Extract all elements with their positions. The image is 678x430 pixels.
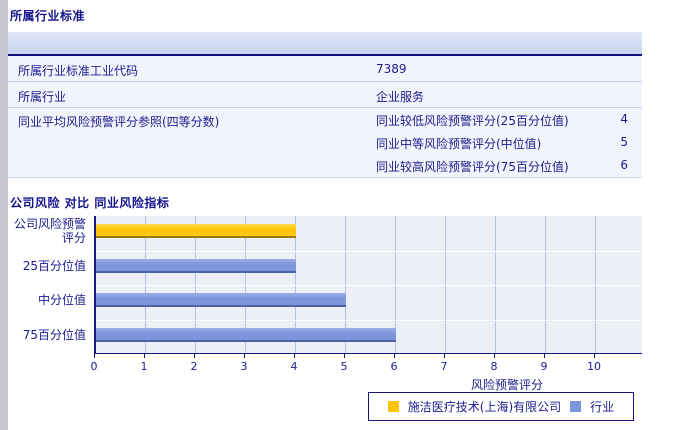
sic-code-label: 所属行业标准工业代码 <box>18 64 139 78</box>
high-score-value: 6 <box>620 158 628 172</box>
x-axis-title: 风险预警评分 <box>470 378 543 392</box>
tick-mark <box>94 354 95 358</box>
median-score-value: 5 <box>620 135 628 149</box>
section-title-industry-standard: 所属行业标准 <box>10 9 86 23</box>
gridline <box>245 216 246 353</box>
subrow-median: 同业中等风险预警评分(中位值) 5 <box>376 131 634 154</box>
subrow-low: 同业较低风险预警评分(25百分位值) 4 <box>376 108 634 131</box>
gridline <box>395 216 396 353</box>
gridline <box>595 216 596 353</box>
tick-label: 8 <box>490 360 498 373</box>
tick-label: 2 <box>190 360 198 373</box>
tick-label: 7 <box>440 360 448 373</box>
plot-area <box>94 216 642 354</box>
table-row: 同业平均风险预警评分参照(四等分数) 同业较低风险预警评分(25百分位值) 4 … <box>8 108 642 178</box>
median-score-label: 同业中等风险预警评分(中位值) <box>376 137 542 151</box>
tick-mark <box>544 354 545 358</box>
tick-label: 9 <box>540 360 548 373</box>
table-row: 所属行业 企业服务 <box>8 82 642 108</box>
tick-label: 6 <box>390 360 398 373</box>
legend-label: 行业 <box>590 400 615 414</box>
legend-label: 施洁医疗技术(上海)有限公司 <box>407 400 562 414</box>
tick-mark <box>494 354 495 358</box>
tick-mark <box>244 354 245 358</box>
legend-swatch-icon <box>387 401 399 412</box>
band-separator <box>96 251 642 252</box>
bar-industry-中分位值 <box>96 293 346 307</box>
tick-mark <box>294 354 295 358</box>
peer-score-reference-label: 同业平均风险预警评分参照(四等分数) <box>18 115 220 129</box>
tick-label: 3 <box>240 360 248 373</box>
band-separator <box>96 320 642 321</box>
gridline <box>295 216 296 353</box>
industry-standard-table: 所属行业标准工业代码 7389 所属行业 企业服务 同业平均风险预警评分参照(四… <box>8 32 642 178</box>
tick-mark <box>594 354 595 358</box>
tick-label: 5 <box>340 360 348 373</box>
tick-mark <box>444 354 445 358</box>
tick-mark <box>194 354 195 358</box>
bar-industry-75百分位值 <box>96 328 396 342</box>
band-separator <box>96 285 642 286</box>
sic-code-value: 7389 <box>376 62 407 76</box>
gridline <box>545 216 546 353</box>
industry-label: 所属行业 <box>18 90 67 104</box>
table-header-band <box>8 32 642 56</box>
industry-value: 企业服务 <box>376 90 425 104</box>
gridline <box>195 216 196 353</box>
category-label: 25百分位值 <box>22 259 86 273</box>
tick-mark <box>394 354 395 358</box>
gridline <box>495 216 496 353</box>
tick-mark <box>144 354 145 358</box>
low-score-value: 4 <box>620 112 628 126</box>
category-label: 公司风险预警 评分 <box>13 217 86 245</box>
gridline <box>145 216 146 353</box>
low-score-label: 同业较低风险预警评分(25百分位值) <box>376 114 569 128</box>
tick-label: 10 <box>587 360 601 373</box>
category-label: 75百分位值 <box>22 328 86 342</box>
high-score-label: 同业较高风险预警评分(75百分位值) <box>376 160 569 174</box>
table-row: 所属行业标准工业代码 7389 <box>8 56 642 82</box>
peer-score-subrows: 同业较低风险预警评分(25百分位值) 4 同业中等风险预警评分(中位值) 5 同… <box>376 108 634 177</box>
category-label: 中分位值 <box>37 293 86 307</box>
risk-comparison-chart: 公司风险预警 评分 25百分位值中分位值 75百分位值 0 1 2 3 4 5 6 7 8 9 10 风险… <box>0 216 678 396</box>
subrow-high: 同业较高风险预警评分(75百分位值) 6 <box>376 154 634 177</box>
tick-mark <box>344 354 345 358</box>
section-title-risk-comparison: 公司风险 对比 同业风险指标 <box>10 196 170 210</box>
tick-label: 4 <box>290 360 298 373</box>
tick-label: 0 <box>90 360 98 373</box>
tick-label: 1 <box>140 360 148 373</box>
gridline <box>445 216 446 353</box>
chart-legend: 施洁医疗技术(上海)有限公司 行业 <box>368 392 634 421</box>
bar-industry-25百分位值 <box>96 259 296 273</box>
gridline <box>345 216 346 353</box>
left-gray-strip <box>0 0 8 430</box>
legend-swatch-icon <box>570 401 582 412</box>
bar-company-score <box>96 224 296 238</box>
